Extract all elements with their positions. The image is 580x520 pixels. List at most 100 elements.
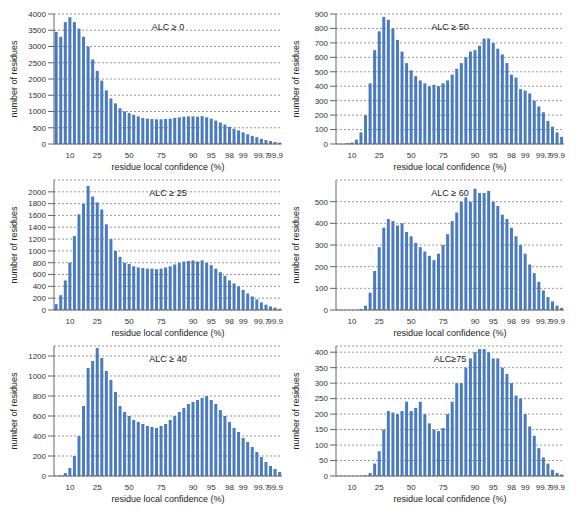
svg-text:99: 99 [239, 151, 248, 160]
svg-text:50: 50 [319, 456, 328, 465]
svg-text:95: 95 [207, 483, 216, 492]
svg-text:300: 300 [315, 97, 329, 106]
svg-text:200: 200 [315, 263, 329, 272]
svg-text:75: 75 [439, 317, 448, 326]
svg-text:10: 10 [66, 317, 75, 326]
svg-text:500: 500 [33, 124, 47, 133]
svg-text:900: 900 [315, 10, 329, 19]
svg-text:1200: 1200 [28, 352, 46, 361]
svg-text:residue local confidence (%): residue local confidence (%) [111, 162, 224, 172]
svg-text:99: 99 [521, 317, 530, 326]
svg-text:90: 90 [471, 151, 480, 160]
svg-text:50: 50 [125, 317, 134, 326]
svg-text:400: 400 [33, 282, 47, 291]
svg-text:25: 25 [375, 483, 384, 492]
svg-text:residue local confidence (%): residue local confidence (%) [393, 162, 506, 172]
svg-text:400: 400 [315, 348, 329, 357]
svg-text:10: 10 [66, 151, 75, 160]
svg-text:number of residues: number of residues [9, 206, 19, 284]
svg-text:residue local confidence (%): residue local confidence (%) [111, 328, 224, 338]
svg-text:1400: 1400 [28, 223, 46, 232]
svg-text:50: 50 [407, 151, 416, 160]
svg-text:250: 250 [315, 394, 329, 403]
svg-text:400: 400 [315, 82, 329, 91]
svg-text:500: 500 [315, 198, 329, 207]
svg-text:residue local confidence (%): residue local confidence (%) [111, 494, 224, 504]
svg-text:0: 0 [324, 306, 329, 315]
svg-text:100: 100 [315, 441, 329, 450]
svg-text:350: 350 [315, 364, 329, 373]
svg-text:1000: 1000 [28, 107, 46, 116]
svg-text:300: 300 [315, 379, 329, 388]
svg-text:800: 800 [33, 259, 47, 268]
svg-text:400: 400 [315, 219, 329, 228]
svg-text:0: 0 [42, 306, 47, 315]
svg-text:10: 10 [66, 483, 75, 492]
svg-text:50: 50 [125, 483, 134, 492]
svg-text:50: 50 [125, 151, 134, 160]
svg-text:99.9: 99.9 [267, 317, 283, 326]
svg-text:number of residues: number of residues [291, 206, 301, 284]
svg-text:50: 50 [407, 483, 416, 492]
svg-text:2500: 2500 [28, 59, 46, 68]
svg-text:99.9: 99.9 [549, 483, 565, 492]
svg-text:90: 90 [189, 317, 198, 326]
svg-text:4000: 4000 [28, 10, 46, 19]
svg-text:1600: 1600 [28, 211, 46, 220]
svg-text:98: 98 [225, 317, 234, 326]
svg-text:0: 0 [324, 140, 329, 149]
svg-text:95: 95 [489, 151, 498, 160]
svg-text:700: 700 [315, 39, 329, 48]
svg-text:0: 0 [42, 140, 47, 149]
svg-text:1200: 1200 [28, 235, 46, 244]
svg-text:95: 95 [207, 317, 216, 326]
svg-text:number of residues: number of residues [9, 40, 19, 118]
svg-text:10: 10 [348, 483, 357, 492]
svg-text:0: 0 [324, 472, 329, 481]
svg-text:99: 99 [521, 483, 530, 492]
svg-text:25: 25 [375, 151, 384, 160]
svg-text:2000: 2000 [28, 188, 46, 197]
svg-text:95: 95 [489, 483, 498, 492]
svg-text:75: 75 [157, 483, 166, 492]
svg-text:99.9: 99.9 [549, 151, 565, 160]
svg-text:100: 100 [315, 125, 329, 134]
svg-text:99.9: 99.9 [549, 317, 565, 326]
svg-text:150: 150 [315, 425, 329, 434]
svg-text:25: 25 [375, 317, 384, 326]
svg-text:number of residues: number of residues [9, 372, 19, 450]
svg-text:99: 99 [239, 317, 248, 326]
svg-text:98: 98 [507, 483, 516, 492]
svg-text:1800: 1800 [28, 199, 46, 208]
svg-text:75: 75 [439, 483, 448, 492]
svg-text:800: 800 [315, 24, 329, 33]
svg-text:75: 75 [439, 151, 448, 160]
svg-text:100: 100 [315, 284, 329, 293]
svg-text:600: 600 [33, 412, 47, 421]
svg-text:10: 10 [348, 317, 357, 326]
svg-text:90: 90 [471, 483, 480, 492]
svg-text:25: 25 [93, 317, 102, 326]
svg-text:25: 25 [93, 483, 102, 492]
svg-text:1500: 1500 [28, 91, 46, 100]
svg-text:residue local confidence (%): residue local confidence (%) [393, 328, 506, 338]
svg-text:10: 10 [348, 151, 357, 160]
svg-text:2000: 2000 [28, 75, 46, 84]
svg-text:200: 200 [315, 410, 329, 419]
svg-text:200: 200 [33, 452, 47, 461]
svg-text:600: 600 [315, 53, 329, 62]
svg-text:25: 25 [93, 151, 102, 160]
svg-text:90: 90 [189, 483, 198, 492]
svg-text:residue local confidence (%): residue local confidence (%) [393, 494, 506, 504]
svg-text:99: 99 [239, 483, 248, 492]
svg-text:600: 600 [33, 270, 47, 279]
svg-text:400: 400 [33, 432, 47, 441]
svg-text:98: 98 [225, 483, 234, 492]
svg-text:99.9: 99.9 [267, 151, 283, 160]
svg-text:90: 90 [471, 317, 480, 326]
svg-text:300: 300 [315, 241, 329, 250]
svg-text:800: 800 [33, 392, 47, 401]
svg-text:90: 90 [189, 151, 198, 160]
svg-text:98: 98 [225, 151, 234, 160]
svg-text:200: 200 [33, 294, 47, 303]
